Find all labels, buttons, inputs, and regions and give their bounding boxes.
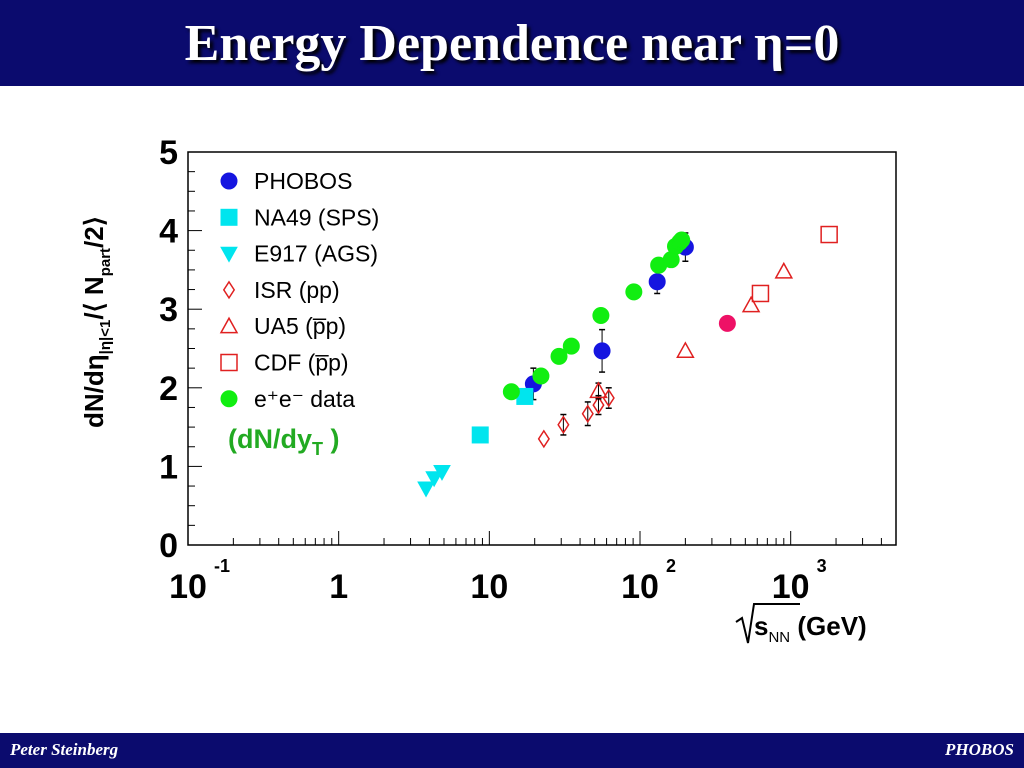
x-tick-base: 1 xyxy=(329,568,348,606)
legend-marker xyxy=(220,390,238,408)
annotation-text: (dN/dy xyxy=(228,424,312,454)
series-7 xyxy=(718,314,736,332)
footer-presenter: Peter Steinberg xyxy=(10,740,119,759)
legend-entry: PHOBOS xyxy=(220,168,352,194)
x-tick-label: 10 xyxy=(470,568,508,606)
data-point xyxy=(751,284,770,303)
data-point xyxy=(592,395,605,415)
x-tick-label: 10 -1 xyxy=(169,556,230,606)
data-layer xyxy=(417,225,838,498)
title-bar xyxy=(0,0,1024,86)
x-tick-label: 10 2 xyxy=(621,556,676,606)
legend-label: UA5 (p̅p) xyxy=(254,313,346,339)
data-point xyxy=(471,426,489,444)
xlabel-sub: NN xyxy=(768,629,790,646)
x-tick-base: 10 xyxy=(621,568,659,606)
series-5 xyxy=(751,225,838,303)
data-point xyxy=(820,225,838,244)
legend-label: ISR (pp) xyxy=(254,277,340,303)
y-tick-label: 0 xyxy=(159,527,178,565)
data-point xyxy=(537,429,550,449)
data-point xyxy=(417,481,435,498)
y-tick-label: 5 xyxy=(159,134,178,172)
legend-label: CDF (p̅p) xyxy=(254,350,349,376)
x-tick-exponent: 2 xyxy=(666,556,676,576)
x-tick-exponent: -1 xyxy=(214,556,230,576)
ylabel-sub2: part xyxy=(97,248,114,276)
x-tick-base: 10 xyxy=(470,568,508,606)
data-point xyxy=(589,381,608,399)
series-2 xyxy=(417,465,451,498)
legend: PHOBOS NA49 (SPS) E917 (AGS) ISR (pp) UA5 (p… xyxy=(219,168,379,412)
y-tick-label: 1 xyxy=(159,448,178,486)
y-tick-label: 4 xyxy=(159,213,178,251)
legend-marker xyxy=(220,172,238,190)
tick-labels: 0 1 2 3 4 5 10 -1 1 10 10 2 10 3 xyxy=(159,134,827,606)
data-point xyxy=(592,306,610,324)
legend-marker xyxy=(219,316,239,334)
legend-label: PHOBOS xyxy=(254,168,352,194)
y-tick-label: 3 xyxy=(159,291,178,329)
svg-text:(dN/dyT ): (dN/dyT ) xyxy=(228,424,340,459)
data-point xyxy=(593,342,611,360)
data-point xyxy=(625,283,643,301)
data-point xyxy=(718,314,736,332)
svg-text:dN/dη|η|<1/⟨ Npart/2⟩: dN/dη|η|<1/⟨ Npart/2⟩ xyxy=(79,216,114,428)
y-axis-label: dN/dη|η|<1/⟨ Npart/2⟩ xyxy=(79,216,114,428)
data-point xyxy=(648,273,666,291)
xlabel-unit: (GeV) xyxy=(790,611,867,641)
data-point xyxy=(774,261,794,279)
axis-ticks xyxy=(187,151,897,546)
legend-entry: E917 (AGS) xyxy=(220,241,378,267)
ylabel-sub: |η|<1 xyxy=(97,320,114,355)
legend-label: E917 (AGS) xyxy=(254,241,378,267)
legend-marker xyxy=(220,208,238,226)
slide-title: Energy Dependence near η=0 xyxy=(184,15,840,72)
legend-entry: ISR (pp) xyxy=(222,277,340,303)
data-point xyxy=(562,337,580,355)
x-tick-label: 10 3 xyxy=(772,556,827,606)
legend-label: NA49 (SPS) xyxy=(254,204,379,230)
xlabel-s: s xyxy=(754,611,768,641)
legend-label: e⁺e⁻ data xyxy=(254,386,355,412)
legend-entry: CDF (p̅p) xyxy=(220,350,349,376)
legend-marker xyxy=(220,246,238,263)
legend-entry: UA5 (p̅p) xyxy=(219,313,346,339)
data-point xyxy=(741,295,761,313)
annotation: (dN/dyT ) xyxy=(228,424,340,459)
legend-marker xyxy=(220,353,238,372)
x-tick-base: 10 xyxy=(169,568,207,606)
footer-experiment: PHOBOS xyxy=(945,740,1014,759)
x-axis-label: sNN (GeV) xyxy=(735,603,867,646)
data-point xyxy=(502,383,520,401)
data-point xyxy=(673,231,691,249)
data-point xyxy=(425,471,443,488)
footer-bar xyxy=(0,733,1024,768)
sqrt-symbol xyxy=(735,603,800,644)
series-4 xyxy=(589,261,794,400)
svg-text:sNN (GeV): sNN (GeV) xyxy=(754,611,867,646)
legend-entry: NA49 (SPS) xyxy=(220,204,379,230)
annotation-end: ) xyxy=(323,424,340,454)
ylabel-end: /2⟩ xyxy=(79,216,109,248)
data-point xyxy=(550,347,568,365)
y-tick-label: 2 xyxy=(159,370,178,408)
annotation-sub: T xyxy=(312,439,323,459)
data-point xyxy=(433,465,451,481)
x-tick-exponent: 3 xyxy=(817,556,827,576)
data-point xyxy=(581,404,594,424)
series-1 xyxy=(471,387,534,444)
legend-entry: e⁺e⁻ data xyxy=(220,386,355,412)
data-point xyxy=(676,341,695,359)
ylabel-main: dN/dη xyxy=(79,354,109,428)
data-point xyxy=(532,367,550,385)
legend-marker xyxy=(222,280,236,300)
x-tick-label: 1 xyxy=(329,568,348,606)
x-tick-base: 10 xyxy=(772,568,810,606)
series-6 xyxy=(502,231,691,401)
data-point xyxy=(557,415,570,435)
ylabel-mid: /⟨ N xyxy=(79,276,109,319)
